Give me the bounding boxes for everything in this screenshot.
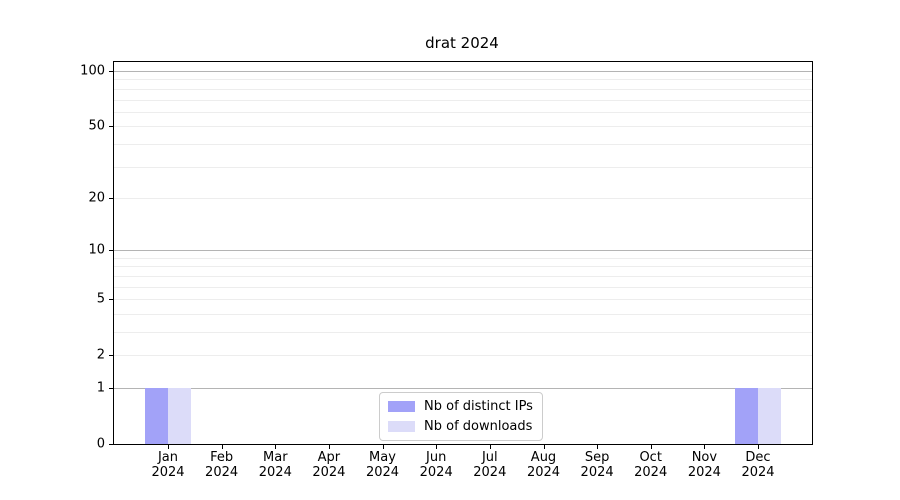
- x-tick-mark: [543, 445, 545, 449]
- y-major-gridline: [114, 388, 812, 389]
- bar-nb-of-distinct-ips: [735, 388, 758, 444]
- y-tick-label: 0: [96, 436, 105, 452]
- chart-title: drat 2024: [425, 34, 499, 52]
- y-minor-gridline: [114, 197, 812, 199]
- x-tick-mark: [328, 445, 330, 449]
- y-tick-label: 100: [80, 63, 105, 79]
- y-minor-gridline: [114, 286, 812, 288]
- y-tick-mark: [109, 250, 113, 252]
- x-tick-label: Sep 2024: [580, 450, 614, 480]
- y-tick-label: 20: [88, 190, 105, 206]
- x-tick-mark: [758, 445, 759, 449]
- x-tick-label: Nov 2024: [687, 450, 721, 480]
- x-tick-mark: [704, 445, 706, 449]
- y-minor-gridline: [114, 79, 812, 81]
- y-minor-gridline: [114, 143, 812, 145]
- y-minor-gridline: [114, 299, 812, 301]
- x-tick-label: Oct 2024: [634, 450, 668, 480]
- x-tick-label: Feb 2024: [205, 450, 239, 480]
- y-tick-label: 1: [96, 380, 105, 396]
- x-tick-mark: [436, 445, 438, 449]
- legend-label-downloads: Nb of downloads: [424, 419, 533, 434]
- bar-nb-of-downloads: [168, 388, 191, 444]
- y-tick-mark: [109, 299, 113, 301]
- x-tick-mark: [168, 445, 169, 449]
- y-tick-mark: [109, 444, 113, 445]
- y-minor-gridline: [114, 111, 812, 113]
- y-tick-mark: [109, 355, 113, 357]
- x-tick-label: Jun 2024: [419, 450, 453, 480]
- legend-label-distinct-ips: Nb of distinct IPs: [424, 399, 533, 414]
- x-tick-mark: [275, 445, 277, 449]
- legend-item-downloads: Nb of downloads: [388, 419, 533, 434]
- x-tick-label: Jan 2024: [151, 450, 185, 480]
- x-tick-label: Dec 2024: [741, 450, 775, 480]
- plot-area: 0 1 2 5 10 20 50 100 Jan 2024 Feb 2024 Mar 2024 Apr…: [80, 61, 813, 480]
- x-tick-label: Aug 2024: [526, 450, 561, 480]
- y-tick-label: 2: [96, 347, 105, 363]
- y-minor-gridline: [114, 126, 812, 128]
- y-minor-gridline: [114, 88, 812, 90]
- y-tick-mark: [109, 126, 113, 128]
- y-minor-gridline: [114, 275, 812, 277]
- x-tick-mark: [382, 445, 384, 449]
- legend: Nb of distinct IPs Nb of downloads: [379, 392, 543, 441]
- y-minor-gridline: [114, 266, 812, 268]
- bar-nb-of-downloads: [758, 388, 781, 444]
- y-tick-mark: [109, 71, 113, 72]
- y-minor-gridline: [114, 166, 812, 168]
- legend-swatch-distinct-ips: [388, 401, 415, 412]
- y-major-gridline: [114, 250, 812, 252]
- x-tick-label: Apr 2024: [312, 450, 346, 480]
- x-tick-label: Mar 2024: [258, 450, 292, 480]
- y-major-gridline: [114, 71, 812, 72]
- x-tick-mark: [221, 445, 223, 449]
- x-tick-label: May 2024: [365, 450, 400, 480]
- y-tick-label: 5: [96, 291, 105, 307]
- y-tick-mark: [109, 197, 113, 199]
- y-minor-gridline: [114, 257, 812, 259]
- x-tick-mark: [597, 445, 599, 449]
- y-minor-gridline: [114, 332, 812, 333]
- x-tick-label: Jul 2024: [473, 450, 507, 480]
- x-tick-mark: [489, 445, 491, 449]
- y-minor-gridline: [114, 313, 812, 315]
- y-minor-gridline: [114, 99, 812, 101]
- y-tick-label: 50: [88, 118, 105, 134]
- y-tick-label: 10: [88, 242, 105, 258]
- y-minor-gridline: [114, 355, 812, 357]
- legend-item-distinct-ips: Nb of distinct IPs: [388, 399, 533, 414]
- y-tick-mark: [109, 388, 113, 389]
- bar-nb-of-distinct-ips: [145, 388, 168, 444]
- legend-swatch-downloads: [388, 421, 415, 432]
- x-tick-mark: [650, 445, 652, 449]
